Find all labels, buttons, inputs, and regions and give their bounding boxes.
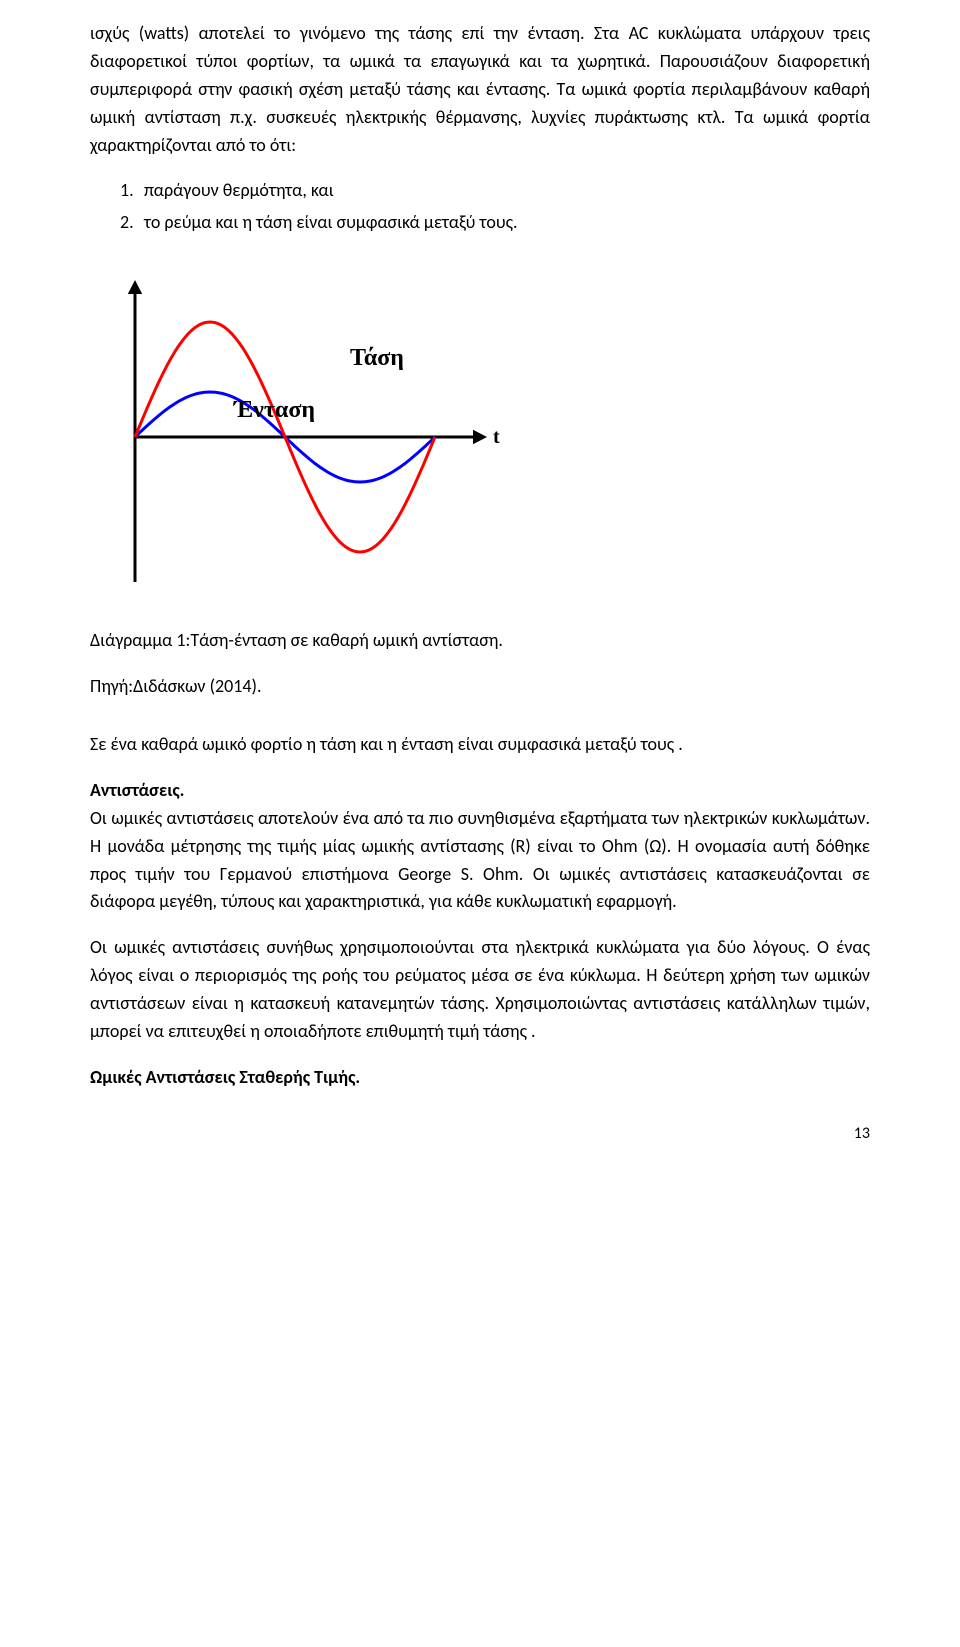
section-body: Οι ωμικές αντιστάσεις αποτελούν ένα από … <box>90 807 870 913</box>
list-number: 2. <box>120 209 144 237</box>
subsection-heading: Ωμικές Αντιστάσεις Σταθερής Τιμής. <box>90 1064 870 1092</box>
intro-paragraph: ισχύς (watts) αποτελεί το γινόμενο της τ… <box>90 20 870 159</box>
figure-source: Πηγή:Διδάσκων (2014). <box>90 673 870 701</box>
svg-text:t: t <box>493 426 500 448</box>
list-text: το ρεύμα και η τάση είναι συμφασικά μετα… <box>144 209 518 237</box>
numbered-list: 1. παράγουν θερμότητα, και 2. το ρεύμα κ… <box>120 177 870 237</box>
list-text: παράγουν θερμότητα, και <box>144 177 334 205</box>
section-heading: Αντιστάσεις. <box>90 779 184 801</box>
list-item: 2. το ρεύμα και η τάση είναι συμφασικά μ… <box>120 209 870 237</box>
figure-caption: Διάγραμμα 1:Τάση-ένταση σε καθαρή ωμική … <box>90 627 870 655</box>
svg-text:Ένταση: Ένταση <box>233 397 315 423</box>
svg-text:Τάση: Τάση <box>350 345 404 371</box>
page-number: 13 <box>90 1122 870 1147</box>
voltage-current-chart: t Τάση Ένταση <box>90 267 500 597</box>
section-resistances: Αντιστάσεις. Οι ωμικές αντιστάσεις αποτε… <box>90 777 870 916</box>
figure-wrapper: t Τάση Ένταση <box>90 267 870 597</box>
list-number: 1. <box>120 177 144 205</box>
list-item: 1. παράγουν θερμότητα, και <box>120 177 870 205</box>
summary-line: Σε ένα καθαρά ωμικό φορτίο η τάση και η … <box>90 731 870 759</box>
paragraph-uses: Οι ωμικές αντιστάσεις συνήθως χρησιμοποι… <box>90 934 870 1046</box>
